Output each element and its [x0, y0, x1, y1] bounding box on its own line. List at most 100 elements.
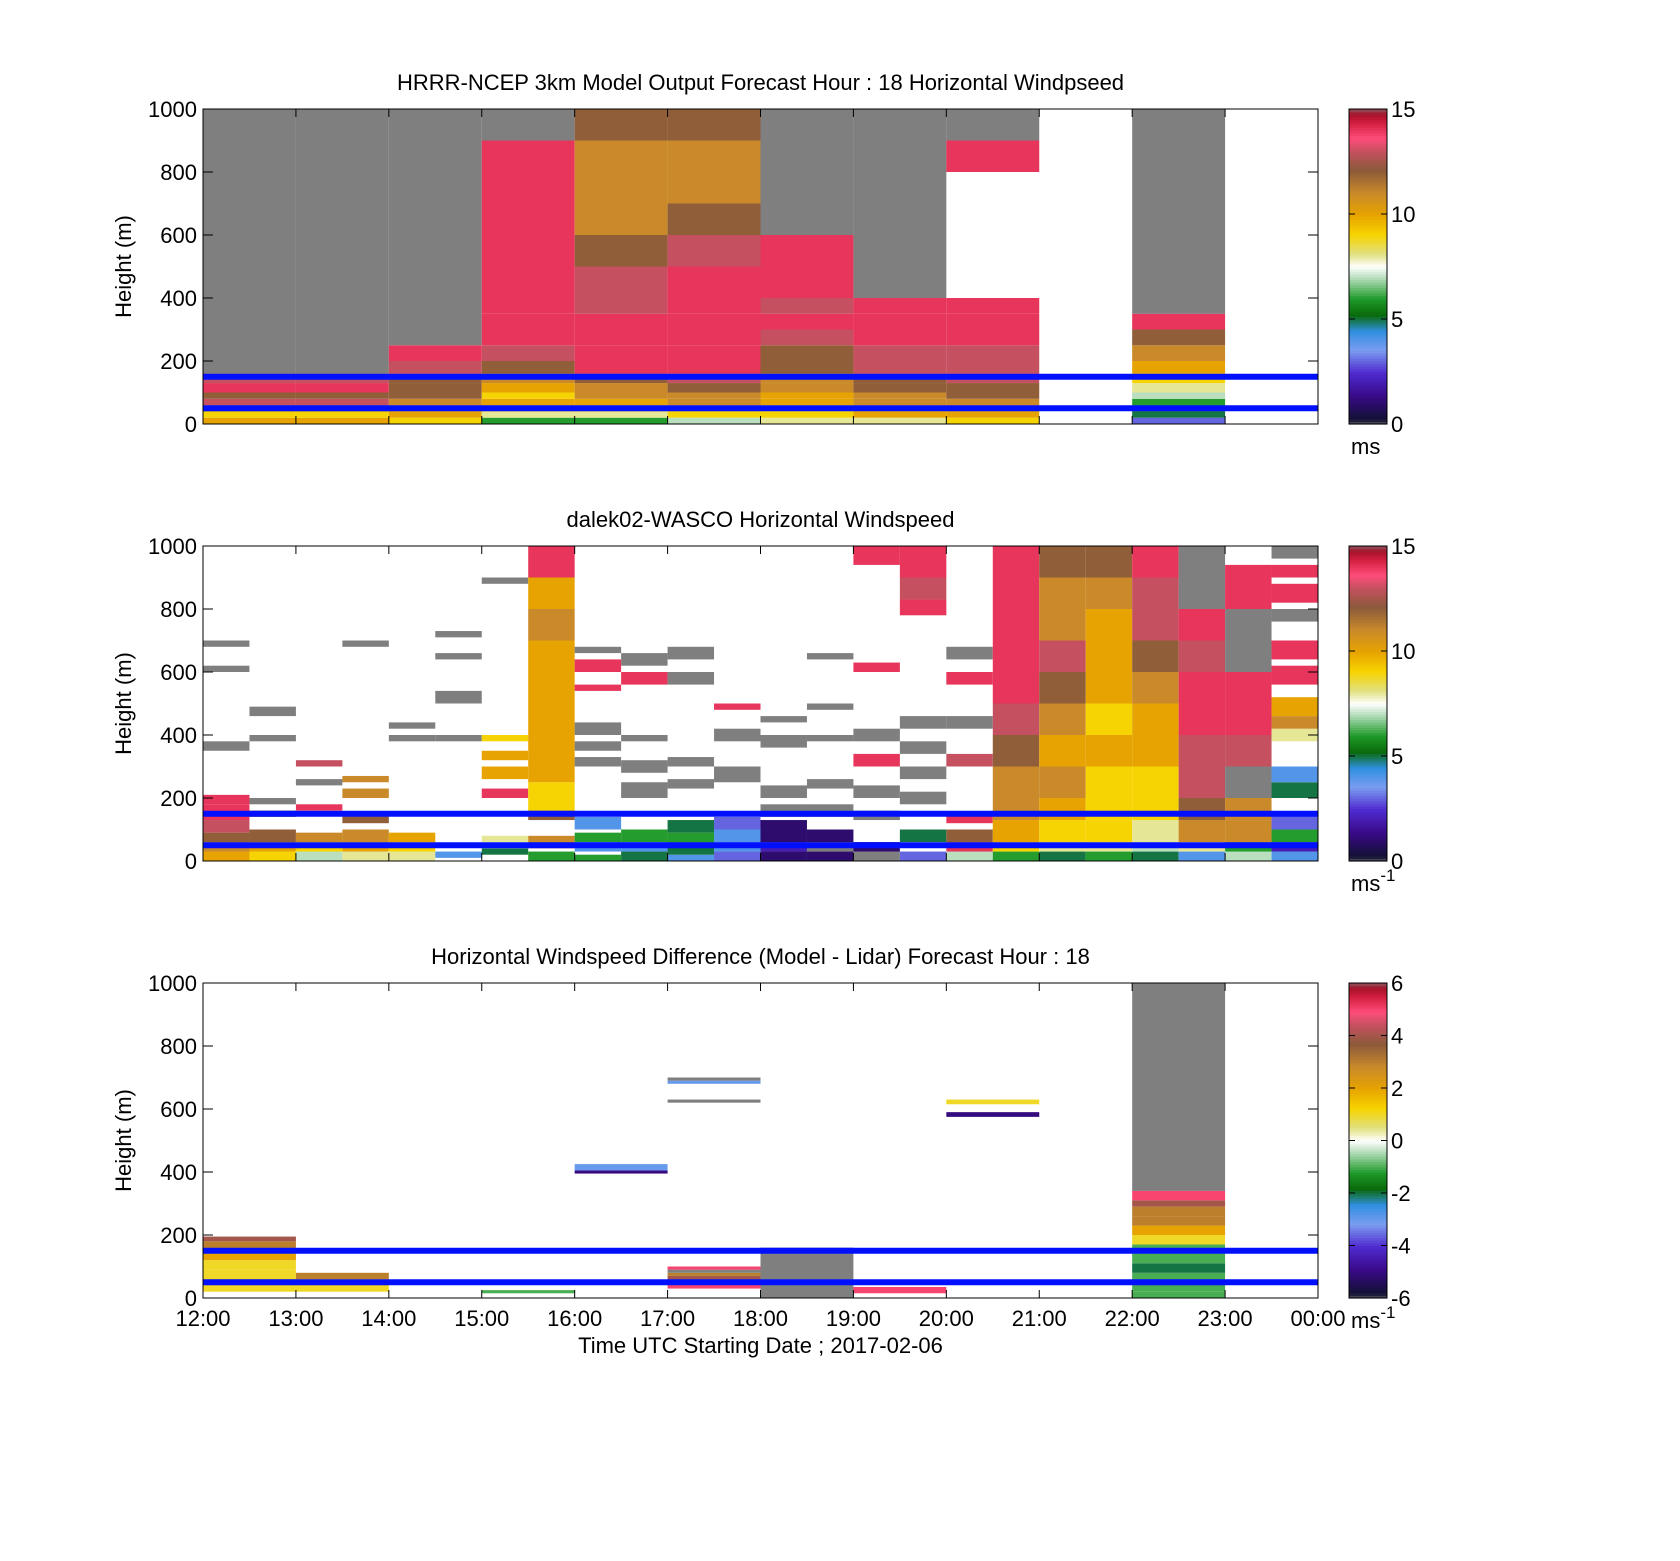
data-cell — [667, 672, 715, 685]
colorbar-swatch — [1349, 124, 1387, 128]
data-cell — [249, 829, 296, 843]
colorbar-swatch — [1349, 580, 1387, 584]
colorbar-swatch — [1349, 1219, 1387, 1223]
colorbar-swatch — [1349, 627, 1387, 631]
data-cell — [249, 798, 296, 805]
colorbar-swatch — [1349, 653, 1387, 657]
data-cell — [946, 646, 993, 660]
colorbar-swatch — [1349, 546, 1387, 550]
colorbar-swatch — [1349, 703, 1387, 707]
data-cell — [574, 329, 668, 346]
x-tick-label: 00:00 — [1290, 1306, 1345, 1331]
data-cell — [667, 383, 761, 393]
colorbar-swatch — [1349, 1187, 1387, 1191]
colorbar-swatch — [1349, 169, 1387, 173]
colorbar-swatch — [1349, 261, 1387, 265]
colorbar-swatch — [1349, 1109, 1387, 1113]
data-cell — [760, 383, 854, 393]
colorbar-swatch — [1349, 353, 1387, 357]
colorbar-swatch — [1349, 588, 1387, 592]
data-cell — [946, 829, 993, 843]
data-cell — [946, 383, 1040, 393]
data-cell — [1132, 417, 1226, 424]
data-cell — [203, 1260, 296, 1270]
data-cell — [481, 411, 575, 418]
colorbar-swatch — [1349, 303, 1387, 307]
data-cell — [946, 716, 993, 729]
data-cell — [388, 417, 482, 424]
colorbar-swatch — [1349, 834, 1387, 838]
data-cell — [528, 640, 575, 735]
data-cell — [667, 1269, 761, 1273]
colorbar-swatch — [1349, 277, 1387, 281]
data-cell — [667, 845, 715, 855]
colorbar-swatch — [1349, 985, 1387, 989]
data-cell — [1271, 851, 1318, 861]
colorbar-swatch — [1349, 1145, 1387, 1149]
colorbar-swatch — [1349, 361, 1387, 365]
colorbar-swatch — [1349, 1182, 1387, 1186]
y-tick-label: 600 — [160, 660, 197, 685]
data-cell — [481, 329, 575, 346]
colorbar-swatch — [1349, 1082, 1387, 1086]
data-cell — [667, 1275, 761, 1283]
data-cell — [481, 383, 575, 393]
colorbar-swatch — [1349, 669, 1387, 673]
data-cell-upper — [1132, 983, 1226, 1191]
data-cell — [621, 829, 668, 843]
y-tick-label: 0 — [185, 412, 197, 437]
data-cell — [946, 753, 993, 767]
data-cell — [295, 398, 389, 406]
colorbar-swatch — [1349, 179, 1387, 184]
data-cell — [1132, 1225, 1226, 1235]
data-cell — [203, 1236, 296, 1242]
colorbar-swatch — [1349, 559, 1387, 563]
colorbar-swatch — [1349, 700, 1387, 705]
colorbar-swatch — [1349, 384, 1387, 388]
colorbar-swatch — [1349, 1295, 1387, 1299]
data-cell — [1178, 609, 1226, 641]
colorbar-swatch — [1349, 311, 1387, 315]
colorbar-swatch — [1349, 1114, 1387, 1118]
colorbar-tick-label: 6 — [1391, 971, 1403, 996]
colorbar-swatch — [1349, 1248, 1387, 1252]
colorbar-swatch — [1349, 350, 1387, 354]
colorbar-swatch — [1349, 158, 1387, 163]
data-cell — [481, 235, 575, 267]
colorbar-swatch — [1349, 1111, 1387, 1115]
data-cell — [667, 779, 715, 789]
colorbar-swatch — [1349, 832, 1387, 836]
data-cell — [621, 851, 668, 861]
data-cell — [1225, 609, 1272, 641]
colorbar-tick-label: 4 — [1391, 1024, 1403, 1049]
x-tick-label: 13:00 — [268, 1306, 323, 1331]
colorbar-swatch — [1349, 1077, 1387, 1081]
data-cell — [853, 728, 900, 742]
data-cell — [1132, 345, 1226, 361]
colorbar-swatch — [1349, 237, 1387, 241]
data-cell — [621, 735, 668, 742]
y-tick-label: 400 — [160, 286, 197, 311]
colorbar-swatch — [1349, 774, 1387, 778]
data-cell — [853, 398, 947, 406]
colorbar-swatch — [1349, 208, 1387, 212]
data-cell — [899, 741, 947, 754]
data-cell — [203, 794, 250, 805]
colorbar-swatch — [1349, 601, 1387, 605]
data-cell — [946, 361, 1040, 374]
data-cell — [1271, 697, 1318, 717]
data-cell — [1271, 728, 1318, 742]
data-cell — [295, 804, 343, 811]
data-cell — [1085, 820, 1133, 843]
colorbar-swatch — [1349, 1061, 1387, 1065]
colorbar-swatch — [1349, 250, 1387, 254]
data-cell — [1178, 640, 1226, 672]
data-cell — [621, 782, 668, 798]
data-cell — [714, 728, 761, 742]
colorbar-swatch — [1349, 1030, 1387, 1034]
colorbar-swatch — [1349, 185, 1387, 189]
colorbar-swatch — [1349, 779, 1387, 783]
colorbar-swatch — [1349, 374, 1387, 378]
data-cell — [667, 109, 761, 141]
data-cell — [481, 361, 575, 374]
